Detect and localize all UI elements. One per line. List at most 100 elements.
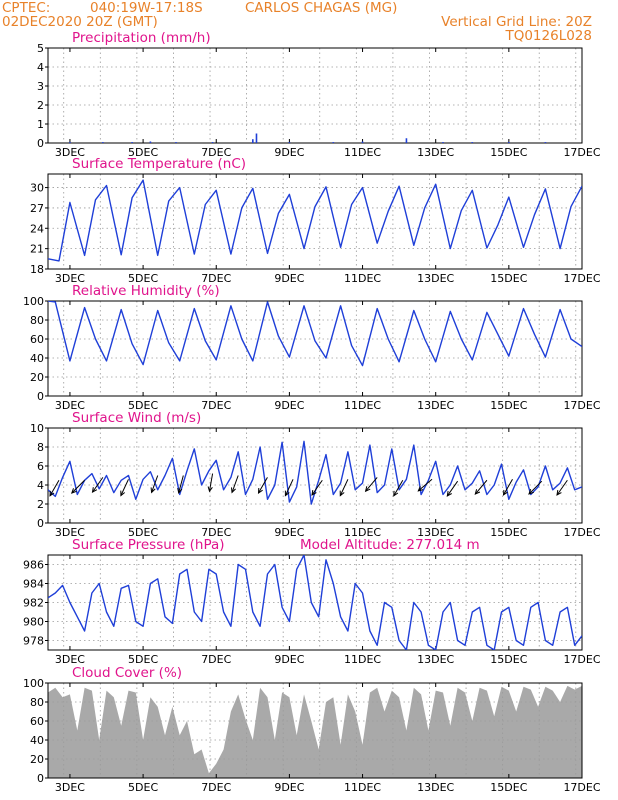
x-tick-label: 17DEC (563, 781, 600, 794)
panel-humidity: Relative Humidity (%) 0 20 40 60 80 100 3DEC 5DE… (23, 283, 601, 412)
x-tick-label: 3DEC (55, 399, 85, 412)
x-tick-label: 7DEC (201, 399, 231, 412)
cloud-frame (47, 682, 583, 779)
wind-vector (446, 480, 459, 497)
x-tick-label: 7DEC (201, 653, 231, 666)
x-tick-label: 9DEC (274, 781, 304, 794)
y-tick-label: 80 (30, 314, 44, 327)
x-tick-label: 7DEC (201, 146, 231, 159)
x-tick-label: 17DEC (563, 272, 600, 285)
y-tick-label: 24 (30, 222, 44, 235)
wind-vector (70, 479, 85, 494)
wind-vector (364, 477, 378, 493)
pressure-title: Surface Pressure (hPa) (72, 537, 225, 553)
x-tick-label: 17DEC (563, 146, 600, 159)
x-tick-label: 11DEC (344, 526, 381, 539)
y-tick-label: 20 (30, 753, 44, 766)
y-tick-label: 40 (30, 352, 44, 365)
wind-vector (207, 473, 214, 493)
x-tick-label: 5DEC (128, 272, 158, 285)
y-tick-label: 60 (30, 715, 44, 728)
y-tick-label: 5 (37, 42, 44, 55)
humidity-frame (47, 300, 583, 397)
precipitation-title: Precipitation (mm/h) (72, 30, 211, 46)
wind-vector (339, 479, 349, 497)
y-tick-label: 4 (37, 479, 44, 492)
panel-cloud: Cloud Cover (%) 0 20 40 60 80 100 3DEC 5DEC 7DEC 9… (23, 665, 601, 794)
y-tick-label: 0 (37, 137, 44, 150)
x-tick-label: 17DEC (563, 399, 600, 412)
temperature-frame (47, 173, 583, 270)
y-tick-label: 21 (30, 243, 44, 256)
x-tick-label: 3DEC (55, 781, 85, 794)
y-tick-label: 0 (37, 390, 44, 403)
y-tick-label: 40 (30, 734, 44, 747)
model-label: TQ0126L028 (505, 28, 592, 44)
x-tick-label: 7DEC (201, 526, 231, 539)
x-tick-label: 5DEC (128, 653, 158, 666)
y-tick-label: 18 (30, 263, 44, 276)
panel-temperature: Surface Temperature (nC) 18 21 24 27 30 3DEC 5D… (30, 156, 601, 285)
x-tick-label: 17DEC (563, 653, 600, 666)
wind-vector (393, 480, 404, 497)
y-tick-label: 0 (37, 772, 44, 785)
wind-vector (49, 480, 60, 497)
humidity-title: Relative Humidity (%) (72, 283, 220, 299)
x-tick-label: 9DEC (274, 526, 304, 539)
x-tick-label: 9DEC (274, 146, 304, 159)
wind-vector (502, 479, 513, 496)
x-tick-label: 13DEC (417, 272, 454, 285)
y-tick-label: 100 (23, 677, 44, 690)
x-tick-label: 9DEC (274, 272, 304, 285)
wind-vector (150, 475, 159, 494)
cloud-title: Cloud Cover (%) (72, 665, 182, 681)
wind-vector (284, 479, 294, 497)
x-tick-label: 11DEC (344, 272, 381, 285)
x-tick-label: 5DEC (128, 146, 158, 159)
y-tick-label: 8 (37, 441, 44, 454)
x-tick-label: 13DEC (417, 526, 454, 539)
y-tick-label: 0 (37, 517, 44, 530)
panel-pressure: Surface Pressure (hPa) Model Altitude: 27… (23, 537, 601, 666)
y-tick-label: 986 (23, 559, 44, 572)
humidity-series-line (48, 301, 582, 367)
wind-title: Surface Wind (m/s) (72, 410, 201, 426)
wind-vector (311, 479, 323, 496)
x-tick-label: 13DEC (417, 399, 454, 412)
wind-vector (556, 479, 568, 496)
station-label: CARLOS CHAGAS (MG) (245, 0, 398, 16)
wind-vector (528, 480, 543, 495)
y-tick-label: 3 (37, 80, 44, 93)
wind-vector (177, 475, 184, 495)
x-tick-label: 9DEC (274, 653, 304, 666)
y-tick-label: 2 (37, 498, 44, 511)
y-tick-label: 30 (30, 182, 44, 195)
wind-vector (231, 475, 239, 494)
y-tick-label: 2 (37, 99, 44, 112)
x-tick-label: 11DEC (344, 146, 381, 159)
panel-wind: Surface Wind (m/s) 0 2 4 6 8 10 3DEC 5DEC 7DEC 9DE… (30, 410, 601, 539)
wind-vector (474, 479, 488, 495)
x-tick-label: 11DEC (344, 781, 381, 794)
x-tick-label: 3DEC (55, 146, 85, 159)
x-tick-label: 13DEC (417, 781, 454, 794)
x-tick-label: 15DEC (490, 526, 527, 539)
y-tick-label: 984 (23, 578, 44, 591)
x-tick-label: 15DEC (490, 272, 527, 285)
wind-vector (417, 478, 433, 492)
y-tick-label: 982 (23, 597, 44, 610)
y-tick-label: 80 (30, 696, 44, 709)
y-tick-label: 10 (30, 422, 44, 435)
grid-note-label: Vertical Grid Line: 20Z (441, 14, 592, 30)
x-tick-label: 15DEC (490, 399, 527, 412)
x-tick-label: 15DEC (490, 653, 527, 666)
pressure-annotation: Model Altitude: 277.014 m (300, 537, 480, 553)
x-tick-label: 5DEC (128, 781, 158, 794)
header: CPTEC: 040:19W-17:18S CARLOS CHAGAS (MG)… (0, 0, 618, 44)
x-tick-label: 3DEC (55, 272, 85, 285)
y-tick-label: 978 (23, 635, 44, 648)
wind-vector (120, 479, 129, 497)
y-tick-label: 60 (30, 333, 44, 346)
x-tick-label: 15DEC (490, 146, 527, 159)
